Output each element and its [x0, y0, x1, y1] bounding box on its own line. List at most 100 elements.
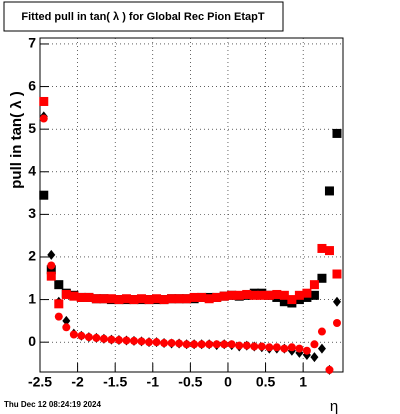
marker-square: [197, 292, 207, 302]
marker-square: [84, 292, 94, 302]
marker-diamond: [332, 296, 341, 307]
marker-circle: [272, 343, 281, 352]
x-tick-label: 0.5: [256, 374, 276, 390]
chart-title: Fitted pull in tan( λ ) for Global Rec P…: [21, 11, 265, 23]
marker-square: [309, 290, 319, 300]
marker-square: [69, 291, 79, 301]
marker-circle: [137, 337, 146, 346]
marker-square: [39, 190, 49, 200]
marker-square: [91, 294, 101, 304]
marker-circle: [39, 114, 48, 123]
x-tick-label: 1: [299, 374, 307, 390]
x-tick-label: 0: [224, 374, 232, 390]
marker-square: [121, 294, 131, 304]
marker-square: [294, 290, 304, 300]
marker-circle: [152, 338, 161, 347]
marker-circle: [77, 331, 86, 340]
marker-square: [46, 265, 56, 275]
marker-square: [242, 289, 252, 299]
marker-square: [264, 290, 274, 300]
marker-square: [76, 292, 86, 302]
marker-square: [249, 290, 259, 300]
marker-circle: [332, 319, 341, 328]
title-box: [3, 1, 284, 32]
marker-circle: [325, 365, 334, 374]
marker-circle: [129, 336, 138, 345]
marker-circle: [114, 336, 123, 345]
marker-square: [54, 299, 64, 309]
y-tick-label: 7: [28, 35, 36, 51]
marker-square: [182, 294, 192, 304]
x-tick-label: -2: [71, 374, 84, 390]
marker-square: [159, 295, 169, 305]
y-tick-label: 5: [28, 120, 36, 136]
marker-square: [114, 295, 124, 305]
marker-circle: [190, 340, 199, 349]
y-tick-label: 3: [28, 205, 36, 221]
marker-circle: [205, 340, 214, 349]
marker-square: [257, 290, 267, 300]
marker-square: [174, 294, 184, 304]
marker-square: [287, 295, 297, 305]
marker-circle: [47, 261, 56, 270]
marker-square: [106, 294, 116, 304]
marker-diamond: [62, 315, 71, 326]
marker-square: [129, 295, 139, 305]
marker-circle: [92, 333, 101, 342]
marker-square: [167, 294, 177, 304]
marker-circle: [69, 330, 78, 339]
marker-circle: [167, 339, 176, 348]
marker-circle: [295, 344, 304, 353]
marker-square: [324, 186, 334, 196]
x-tick-label: -1.5: [103, 374, 127, 390]
marker-circle: [227, 340, 236, 349]
marker-circle: [175, 339, 184, 348]
marker-square: [39, 96, 49, 106]
y-tick-label: 0: [28, 333, 36, 349]
x-tick-label: -1: [147, 374, 160, 390]
marker-square: [54, 280, 64, 290]
marker-circle: [145, 338, 154, 347]
marker-diamond: [317, 343, 326, 354]
marker-circle: [54, 312, 63, 321]
marker-circle: [220, 340, 229, 349]
marker-circle: [310, 340, 319, 349]
marker-circle: [280, 344, 289, 353]
marker-diamond: [47, 249, 56, 260]
marker-circle: [250, 342, 259, 351]
marker-square: [227, 290, 237, 300]
marker-square: [212, 292, 222, 302]
marker-circle: [160, 339, 169, 348]
marker-square: [309, 280, 319, 290]
timestamp: Thu Dec 12 08:24:19 2024: [4, 400, 101, 409]
y-tick-label: 4: [28, 162, 36, 178]
marker-diamond: [310, 352, 319, 363]
x-axis-label: η: [330, 398, 338, 414]
marker-circle: [122, 336, 131, 345]
marker-square: [317, 273, 327, 283]
marker-circle: [235, 341, 244, 350]
marker-circle: [99, 334, 108, 343]
marker-square: [189, 292, 199, 302]
marker-square: [279, 290, 289, 300]
marker-square: [204, 294, 214, 304]
y-tick-label: 6: [28, 77, 36, 93]
marker-circle: [197, 340, 206, 349]
marker-square: [234, 290, 244, 300]
y-tick-label: 2: [28, 248, 36, 264]
marker-circle: [182, 340, 191, 349]
marker-circle: [317, 327, 326, 336]
marker-circle: [265, 343, 274, 352]
marker-square: [317, 243, 327, 253]
marker-circle: [287, 343, 296, 352]
marker-circle: [212, 340, 221, 349]
x-tick-label: -2.5: [28, 374, 52, 390]
marker-circle: [84, 333, 93, 342]
marker-square: [144, 295, 154, 305]
marker-square: [219, 291, 229, 301]
marker-square: [332, 269, 342, 279]
marker-square: [302, 288, 312, 298]
marker-circle: [302, 346, 311, 355]
marker-circle: [107, 335, 116, 344]
